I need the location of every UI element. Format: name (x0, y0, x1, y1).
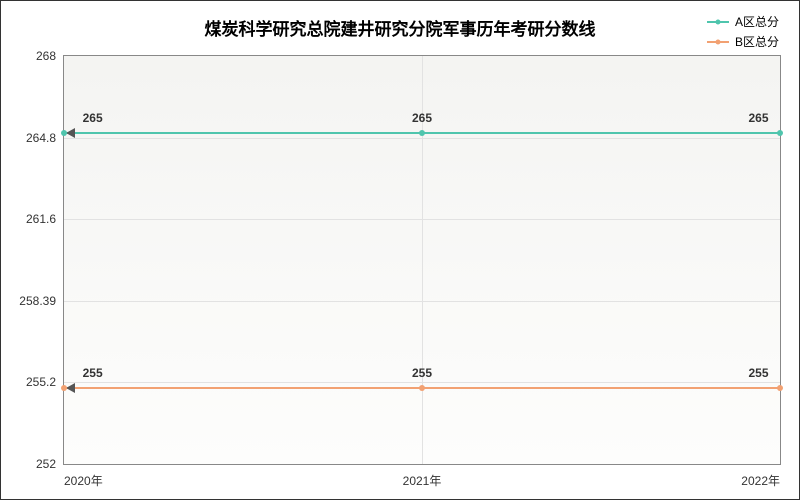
legend-label-b: B区总分 (735, 33, 779, 50)
arrow-left-icon (66, 128, 75, 138)
data-label: 265 (749, 111, 769, 125)
data-label: 255 (83, 366, 103, 380)
data-marker (61, 385, 67, 391)
data-marker (777, 385, 783, 391)
chart-title: 煤炭科学研究总院建井研究分院军事历年考研分数线 (1, 15, 799, 40)
legend: A区总分 B区总分 (707, 13, 779, 53)
legend-item-a: A区总分 (707, 13, 779, 30)
x-axis-label: 2020年 (64, 472, 103, 489)
chart-container: 煤炭科学研究总院建井研究分院军事历年考研分数线 A区总分 B区总分 252255… (0, 0, 800, 500)
plot-area: 252255.2258.39261.6264.82682020年2021年202… (63, 55, 781, 465)
y-axis-label: 252 (36, 457, 56, 471)
y-axis-label: 258.39 (19, 294, 56, 308)
data-marker (419, 130, 425, 136)
x-axis-label: 2022年 (741, 472, 780, 489)
data-marker (777, 130, 783, 136)
data-marker (419, 385, 425, 391)
data-label: 255 (749, 366, 769, 380)
y-axis-label: 268 (36, 49, 56, 63)
legend-swatch-b (707, 41, 729, 43)
legend-swatch-a (707, 21, 729, 23)
legend-label-a: A区总分 (735, 13, 779, 30)
data-marker (61, 130, 67, 136)
data-label: 265 (83, 111, 103, 125)
data-label: 265 (412, 111, 432, 125)
arrow-left-icon (66, 383, 75, 393)
x-axis-label: 2021年 (403, 472, 442, 489)
legend-item-b: B区总分 (707, 33, 779, 50)
data-label: 255 (412, 366, 432, 380)
y-axis-label: 261.6 (26, 212, 56, 226)
y-axis-label: 255.2 (26, 375, 56, 389)
y-axis-label: 264.8 (26, 131, 56, 145)
